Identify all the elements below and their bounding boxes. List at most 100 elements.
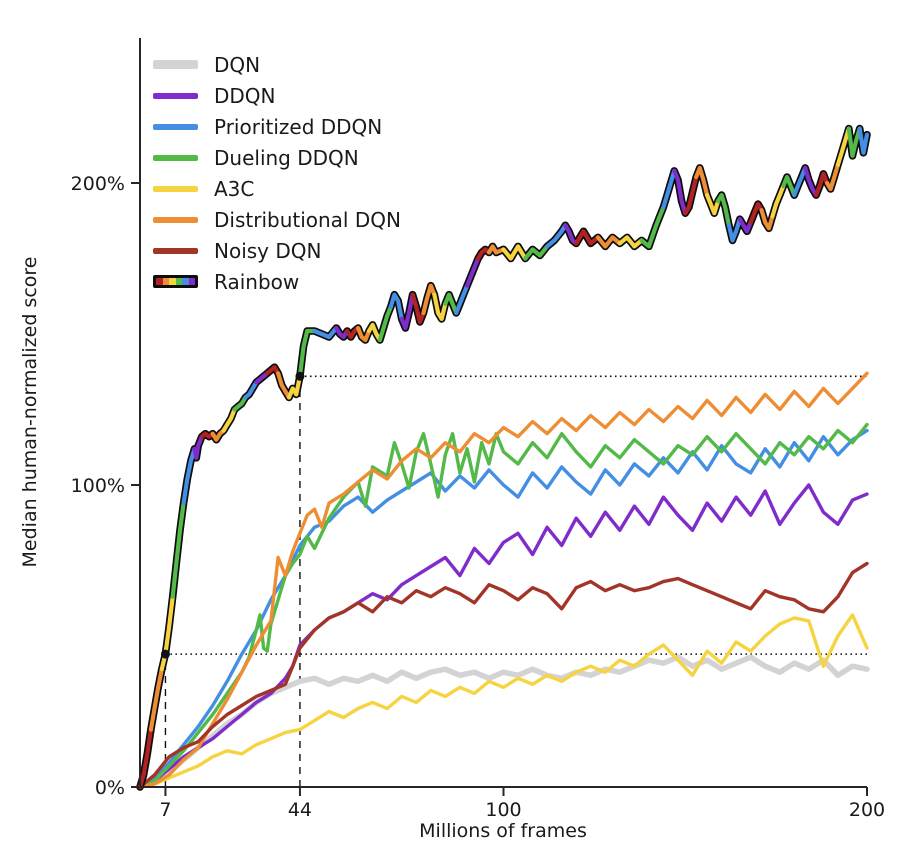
rainbow-series-line-segment <box>454 283 470 315</box>
rainbow-series-line-segment <box>574 229 601 246</box>
legend-swatch <box>153 154 198 161</box>
legend-label: Dueling DDQN <box>214 145 359 170</box>
rainbow-series-line-segment <box>835 126 851 167</box>
y-tick-label: 0% <box>95 777 125 799</box>
legend-swatch <box>153 123 198 130</box>
rainbow-series-line-segment <box>523 244 550 261</box>
legend-swatch <box>153 92 198 99</box>
rainbow-series-line-segment <box>199 431 215 439</box>
rainbow-swatch-stripe <box>188 278 195 285</box>
rainbow-series-line-segment <box>276 371 292 400</box>
rainbow-series-line-segment <box>857 126 870 155</box>
prioritized-ddqn-series-line <box>138 428 869 789</box>
y-axis-label: Median human-normalized score <box>19 256 41 568</box>
legend-item-distributional-dqn: Distributional DQN <box>153 204 401 235</box>
rainbow-series-line-segment <box>803 165 819 198</box>
x-tick-label: 200 <box>849 799 885 821</box>
rainbow-series-line-segment <box>399 292 415 331</box>
rainbow-series-line-segment <box>345 325 361 340</box>
legend-item-a3c: A3C <box>153 173 401 204</box>
ddqn-series-line <box>138 483 869 789</box>
rainbow-series-line-segment <box>221 407 237 433</box>
rainbow-series-line-segment <box>813 171 830 198</box>
rainbow-series-line-segment <box>486 244 506 255</box>
rainbow-swatch-stripe <box>175 278 182 285</box>
rainbow-series-line-segment <box>704 193 721 216</box>
rainbow-series-line-segment <box>715 193 732 228</box>
rainbow-series-line-segment <box>210 428 226 442</box>
rainbow-series-line-segment <box>148 667 164 732</box>
rainbow-series-line-segment <box>432 292 448 321</box>
legend-label: Rainbow <box>214 269 300 294</box>
legend: DQN DDQN Prioritized DDQN Dueling DDQN A3C Di… <box>153 49 401 297</box>
rainbow-series-line-segment <box>759 208 775 231</box>
rainbow-series-line-segment <box>232 395 248 412</box>
rainbow-series-line-segment <box>265 365 281 376</box>
x-axis-label: Millions of frames <box>419 820 587 842</box>
rainbow-series-line-segment <box>312 325 339 340</box>
legend-item-dqn: DQN <box>153 49 401 80</box>
rainbow-series-line-segment <box>356 325 372 343</box>
legend-item-noisy-dqn: Noisy DQN <box>153 235 401 266</box>
legend-swatch <box>153 60 198 69</box>
noisy-dqn-series-line <box>138 561 869 789</box>
x-tick-label: 7 <box>159 799 171 821</box>
x-tick-label: 100 <box>485 799 521 821</box>
rainbow-series-line-segment <box>366 322 382 343</box>
rainbow-series-line-segment <box>159 594 175 672</box>
rainbow-series-line-segment <box>781 174 797 198</box>
rainbow-series-line-segment <box>694 165 710 198</box>
dqn-series-line <box>137 654 870 790</box>
rainbow-swatch-stripe <box>156 278 163 285</box>
legend-item-prioritized-ddqn: Prioritized DDQN <box>153 111 401 142</box>
rainbow-series-line-segment <box>544 223 568 249</box>
annotation-dot-1 <box>295 371 305 381</box>
rainbow-series-line-segment <box>737 217 753 234</box>
rainbow-series-line-segment <box>824 162 841 192</box>
rainbow-series-line-segment <box>192 434 204 460</box>
rainbow-series-line-segment <box>388 292 404 321</box>
dueling-ddqn-series-line <box>138 422 869 789</box>
legend-swatch <box>153 247 198 254</box>
rainbow-series-line-segment <box>617 235 644 249</box>
y-tick-label: 100% <box>71 475 125 497</box>
rainbow-series-line-segment <box>254 371 270 385</box>
rainbow-series-line-segment <box>137 727 153 790</box>
rainbow-series-line-segment <box>421 283 437 315</box>
rainbow-series-line-segment <box>595 235 622 249</box>
rainbow-series-line-segment <box>377 304 393 343</box>
rainbow-series-line-segment <box>443 292 459 315</box>
legend-label: A3C <box>214 176 255 201</box>
distributional-dqn-series-line <box>138 371 869 789</box>
annotation-dot-0 <box>160 649 170 659</box>
legend-item-ddqn: DDQN <box>153 80 401 111</box>
rainbow-swatch-stripe <box>169 278 176 285</box>
rainbow-series-line-segment <box>672 168 688 216</box>
rainbow-series-line-segment <box>243 380 259 400</box>
rainbow-series-line-segment <box>297 328 317 379</box>
rainbow-series-line-segment <box>639 205 666 249</box>
legend-swatch <box>153 275 198 288</box>
rainbow-series-line-segment <box>748 202 764 225</box>
rainbow-series-line-segment <box>770 183 786 219</box>
legend-label: DQN <box>214 52 261 77</box>
y-tick-label: 200% <box>71 173 125 195</box>
legend-label: Prioritized DDQN <box>214 114 383 139</box>
legend-item-rainbow: Rainbow <box>153 266 401 297</box>
legend-label: DDQN <box>214 83 276 108</box>
rainbow-series-line-segment <box>410 292 426 324</box>
rainbow-series-line-segment <box>501 244 528 261</box>
legend-label: Noisy DQN <box>214 238 322 263</box>
legend-swatch <box>153 216 198 223</box>
rainbow-series-line-segment <box>846 126 862 158</box>
legend-swatch <box>153 185 198 192</box>
rainbow-swatch-stripe <box>162 278 169 285</box>
rainbow-swatch-stripe <box>182 278 189 285</box>
rainbow-series-line-segment <box>661 168 677 210</box>
rainbow-series-line-segment <box>726 217 742 243</box>
a3c-series-line <box>138 613 869 789</box>
rainbow-series-line-segment <box>181 446 197 506</box>
rainbow-series-line-segment <box>170 501 186 599</box>
